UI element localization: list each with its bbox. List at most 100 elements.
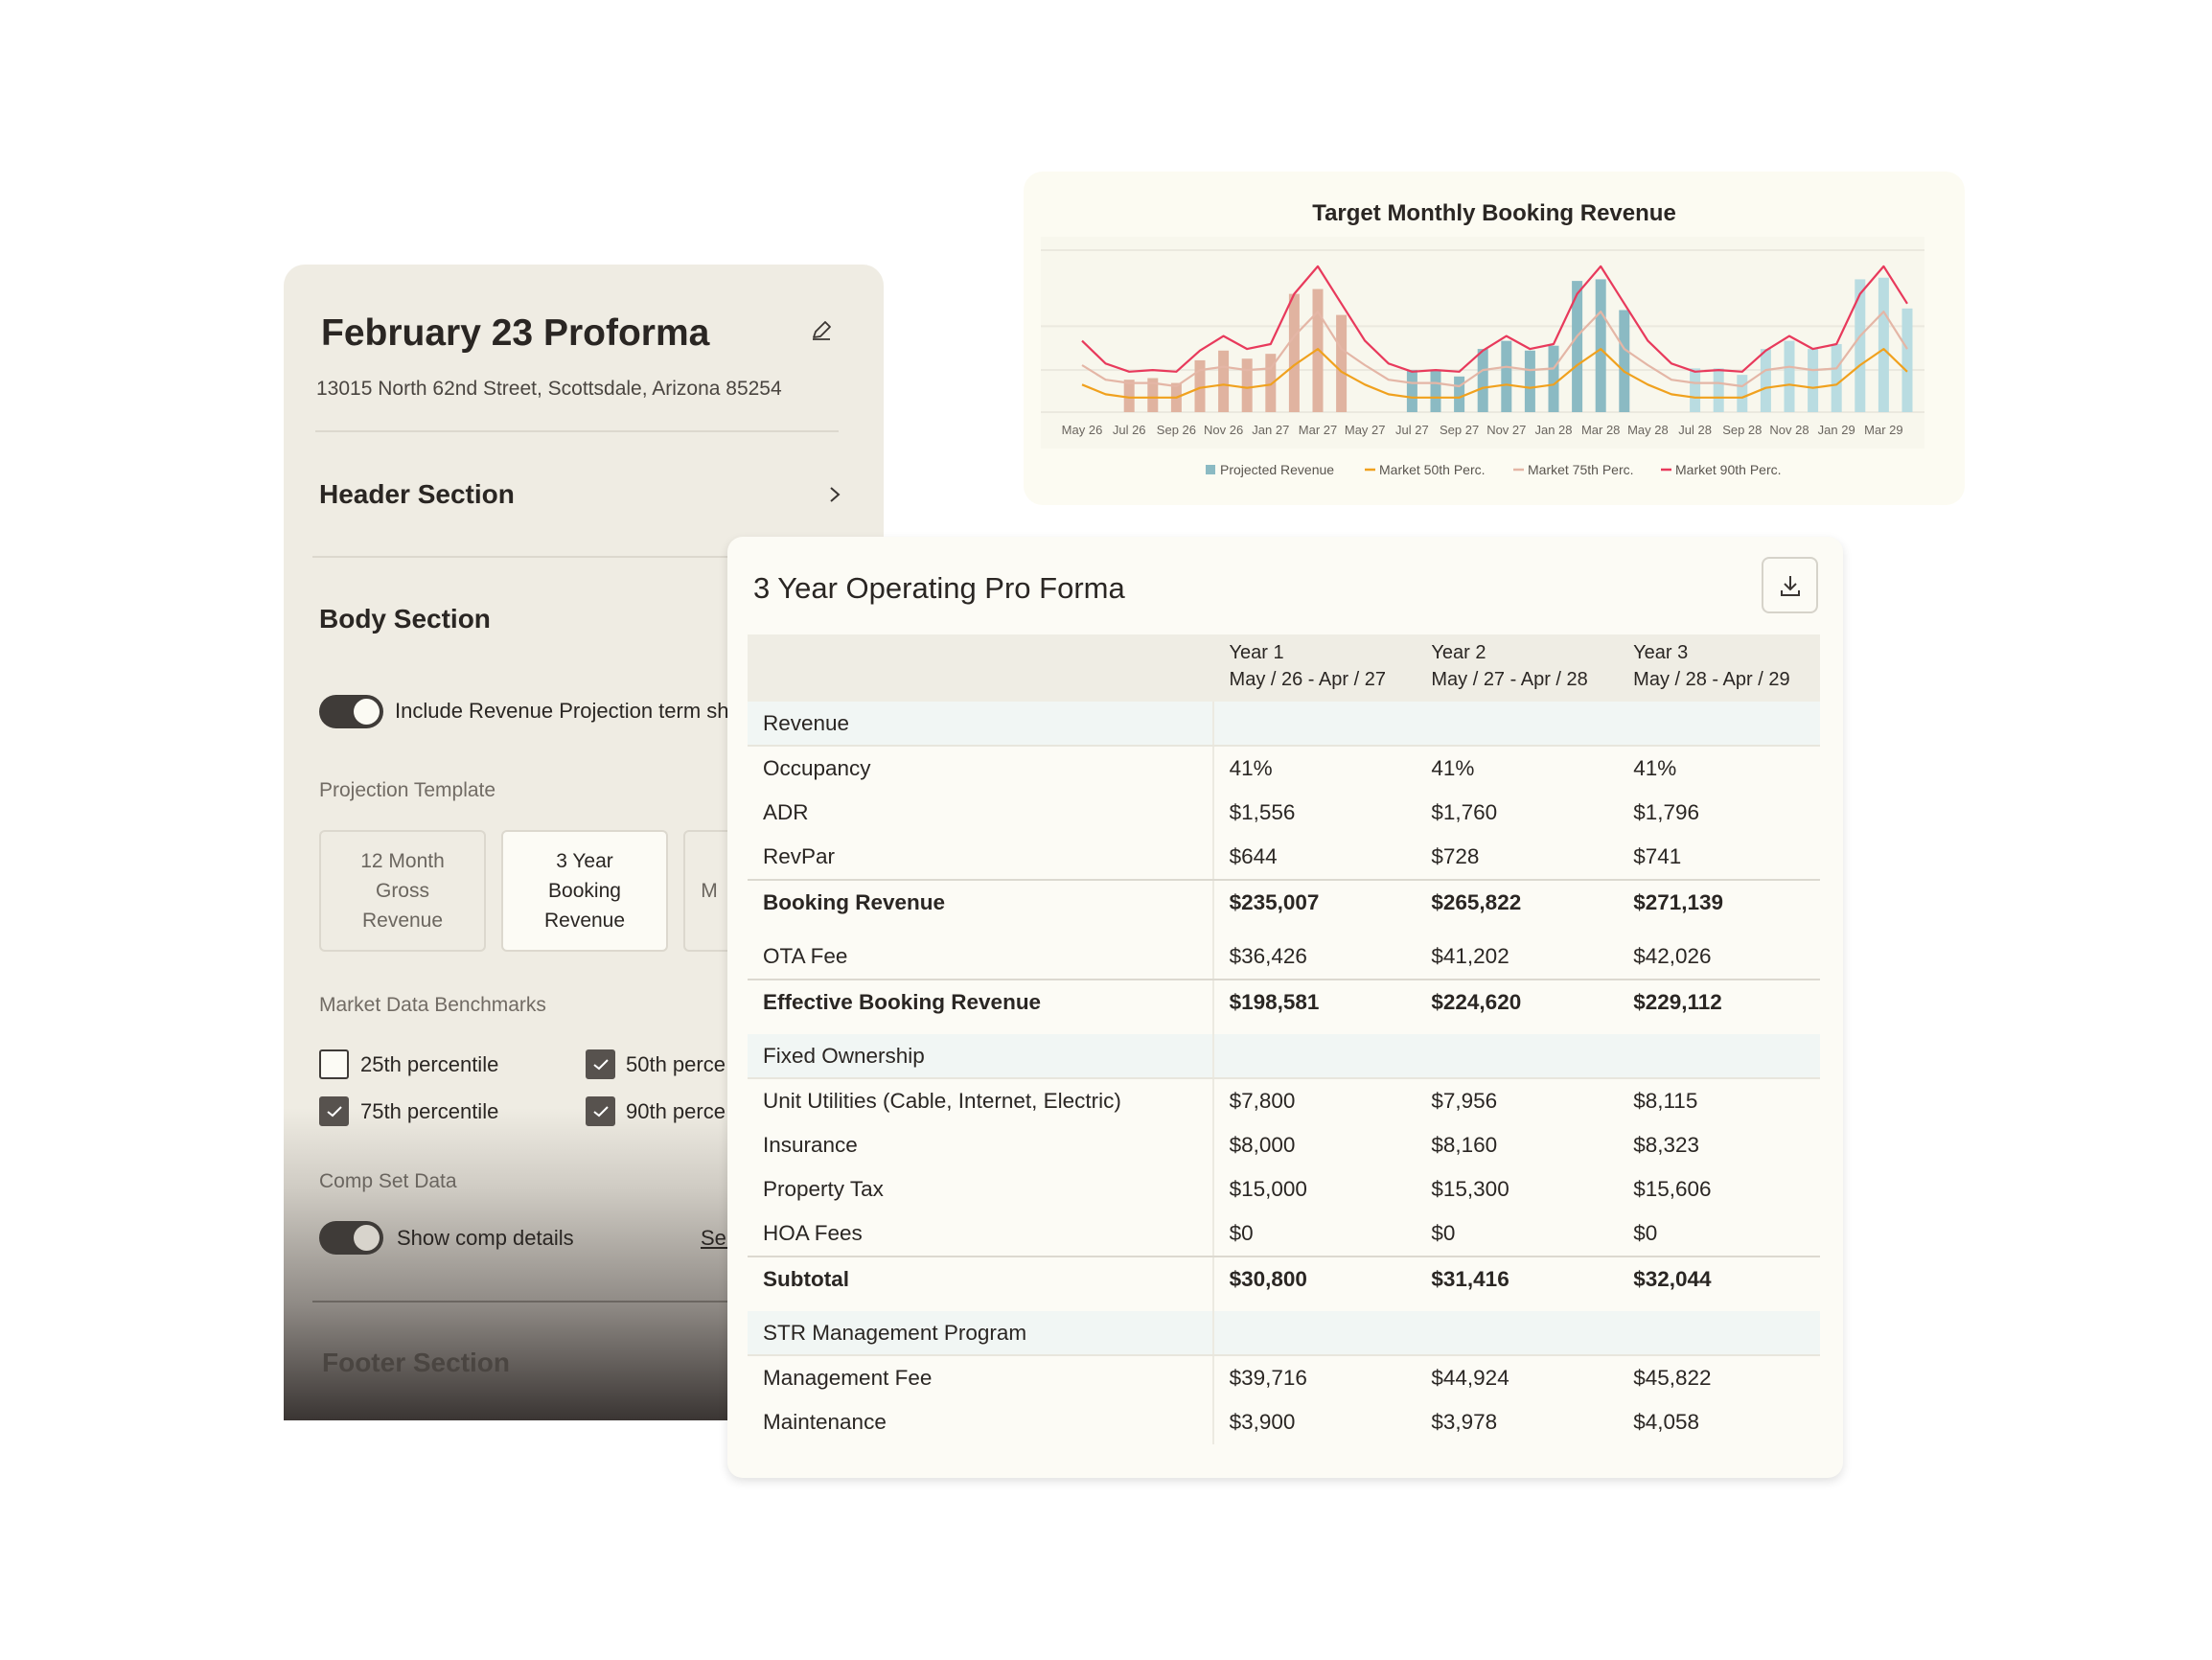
bar-sep-28	[1737, 375, 1748, 412]
bar-jul-26	[1123, 380, 1135, 412]
header-section-row[interactable]: Header Section	[284, 456, 884, 533]
show-comp-details-toggle[interactable]	[319, 1221, 383, 1255]
row-value-year-2: $265,822	[1431, 890, 1522, 914]
bar-jan-29	[1831, 344, 1842, 412]
table-row: ADR $1,556 $1,760 $1,796	[748, 791, 1820, 835]
chevron-right-icon	[825, 485, 844, 504]
footer-section-title[interactable]: Footer Section	[322, 1348, 511, 1377]
checkbox-label: 75th percentile	[360, 1099, 499, 1123]
row-value-year-3: $271,139	[1633, 890, 1724, 914]
x-tick-label: Sep 27	[1440, 423, 1479, 437]
download-button[interactable]	[1762, 557, 1818, 613]
bar-apr-27	[1336, 314, 1348, 412]
row-value-year-2	[1416, 1311, 1618, 1354]
row-label: Occupancy	[748, 747, 1214, 791]
table-row: Insurance $8,000 $8,160 $8,323	[748, 1123, 1820, 1167]
x-tick-label: Jul 27	[1395, 423, 1429, 437]
legend-label: Market 50th Perc.	[1379, 462, 1486, 477]
select-comps-link[interactable]: Sel	[701, 1226, 731, 1250]
row-label: STR Management Program	[748, 1311, 1214, 1354]
divider	[312, 1301, 884, 1303]
template-3-year-booking-revenue[interactable]: 3 Year Booking Revenue	[501, 830, 668, 952]
template-12-month-gross-revenue[interactable]: 12 Month Gross Revenue	[319, 830, 486, 952]
row-value-year-1: $198,581	[1229, 990, 1320, 1014]
row-label: HOA Fees	[748, 1211, 1214, 1256]
bar-dec-27	[1524, 350, 1535, 412]
table-row: Unit Utilities (Cable, Internet, Electri…	[748, 1079, 1820, 1123]
row-label: Effective Booking Revenue	[748, 980, 1214, 1034]
row-value-year-3	[1618, 702, 1820, 745]
checkbox-75th-percentile[interactable]	[319, 1096, 349, 1126]
divider	[315, 430, 839, 432]
checkbox-25th-percentile[interactable]	[319, 1049, 349, 1079]
property-address: 13015 North 62nd Street, Scottsdale, Ari…	[316, 378, 782, 400]
x-tick-label: Nov 26	[1204, 423, 1243, 437]
table-row: HOA Fees $0 $0 $0	[748, 1211, 1820, 1256]
row-value-year-1	[1214, 1034, 1417, 1077]
row-value-year-3: $1,796	[1633, 800, 1700, 824]
check-icon	[593, 1106, 609, 1118]
row-value-year-1: $15,000	[1229, 1177, 1307, 1201]
row-value-year-2	[1416, 702, 1618, 745]
checkbox-90th-percentile[interactable]	[586, 1096, 615, 1126]
checkbox-50th-percentile[interactable]	[586, 1049, 615, 1079]
show-comp-details-label: Show comp details	[397, 1226, 574, 1250]
x-tick-label: Jan 29	[1818, 423, 1855, 437]
edit-icon[interactable]	[809, 318, 834, 343]
row-value-year-3: $4,058	[1633, 1410, 1700, 1434]
x-tick-label: Jan 27	[1252, 423, 1289, 437]
row-value-year-2: $44,924	[1431, 1366, 1509, 1390]
bar-nov-26	[1218, 350, 1230, 412]
row-value-year-3	[1618, 1311, 1820, 1354]
table-section-row: Revenue	[748, 702, 1820, 747]
row-label: Subtotal	[748, 1257, 1214, 1311]
row-value-year-2: $3,978	[1431, 1410, 1498, 1434]
download-icon	[1780, 575, 1800, 596]
include-revenue-projection-label: Include Revenue Projection term sh	[395, 699, 729, 723]
header-year-2: Year 2 May / 27 - Apr / 28	[1431, 642, 1588, 690]
table-row: Subtotal $30,800 $31,416 $32,044	[748, 1256, 1820, 1311]
table-row: Occupancy 41% 41% 41%	[748, 747, 1820, 791]
booking-revenue-chart-card: Target Monthly Booking Revenue May 26 Jul…	[1024, 172, 1965, 505]
x-tick-label: Sep 28	[1722, 423, 1762, 437]
bar-mar-29	[1878, 277, 1889, 412]
x-tick-label: Sep 26	[1157, 423, 1196, 437]
bar-oct-26	[1194, 359, 1206, 412]
row-value-year-3	[1618, 1034, 1820, 1077]
checkbox-label: 50th perce	[626, 1052, 726, 1076]
row-value-year-2: $41,202	[1431, 944, 1509, 968]
row-label: Revenue	[748, 702, 1214, 745]
row-value-year-3: $8,323	[1633, 1133, 1700, 1157]
include-revenue-projection-toggle[interactable]	[319, 695, 383, 728]
row-value-year-1: $3,900	[1229, 1410, 1296, 1434]
x-tick-label: Jan 28	[1534, 423, 1572, 437]
row-value-year-1: $7,800	[1229, 1089, 1296, 1113]
bar-nov-28	[1784, 340, 1795, 412]
bar-oct-27	[1477, 349, 1488, 412]
row-value-year-3: 41%	[1633, 756, 1677, 780]
row-value-year-1: $644	[1229, 844, 1278, 868]
legend-label: Market 90th Perc.	[1675, 462, 1782, 477]
body-section-title: Body Section	[319, 604, 491, 634]
row-label: Insurance	[748, 1123, 1214, 1167]
bar-aug-27	[1430, 370, 1441, 412]
bar-apr-29	[1901, 308, 1913, 412]
x-tick-label: Nov 27	[1486, 423, 1526, 437]
bar-aug-28	[1713, 368, 1724, 412]
row-label: Management Fee	[748, 1356, 1214, 1400]
row-value-year-2: $224,620	[1431, 990, 1522, 1014]
table-row: OTA Fee $36,426 $41,202 $42,026	[748, 934, 1820, 979]
row-value-year-3: $45,822	[1633, 1366, 1712, 1390]
legend-label: Market 75th Perc.	[1528, 462, 1634, 477]
market-data-benchmarks-label: Market Data Benchmarks	[319, 994, 546, 1016]
row-label: Maintenance	[748, 1400, 1214, 1444]
x-tick-label: Jul 28	[1678, 423, 1712, 437]
table-section-row: Fixed Ownership	[748, 1034, 1820, 1079]
header-label-cell	[748, 634, 1214, 702]
row-value-year-3: $32,044	[1633, 1267, 1712, 1291]
x-tick-label: Nov 28	[1769, 423, 1809, 437]
table-row: Maintenance $3,900 $3,978 $4,058	[748, 1400, 1820, 1444]
bar-aug-26	[1147, 378, 1159, 412]
booking-revenue-chart: May 26 Jul 26 Sep 26 Nov 26 Jan 27 Mar 27 May …	[1041, 237, 1924, 477]
header-section-title: Header Section	[319, 479, 515, 509]
